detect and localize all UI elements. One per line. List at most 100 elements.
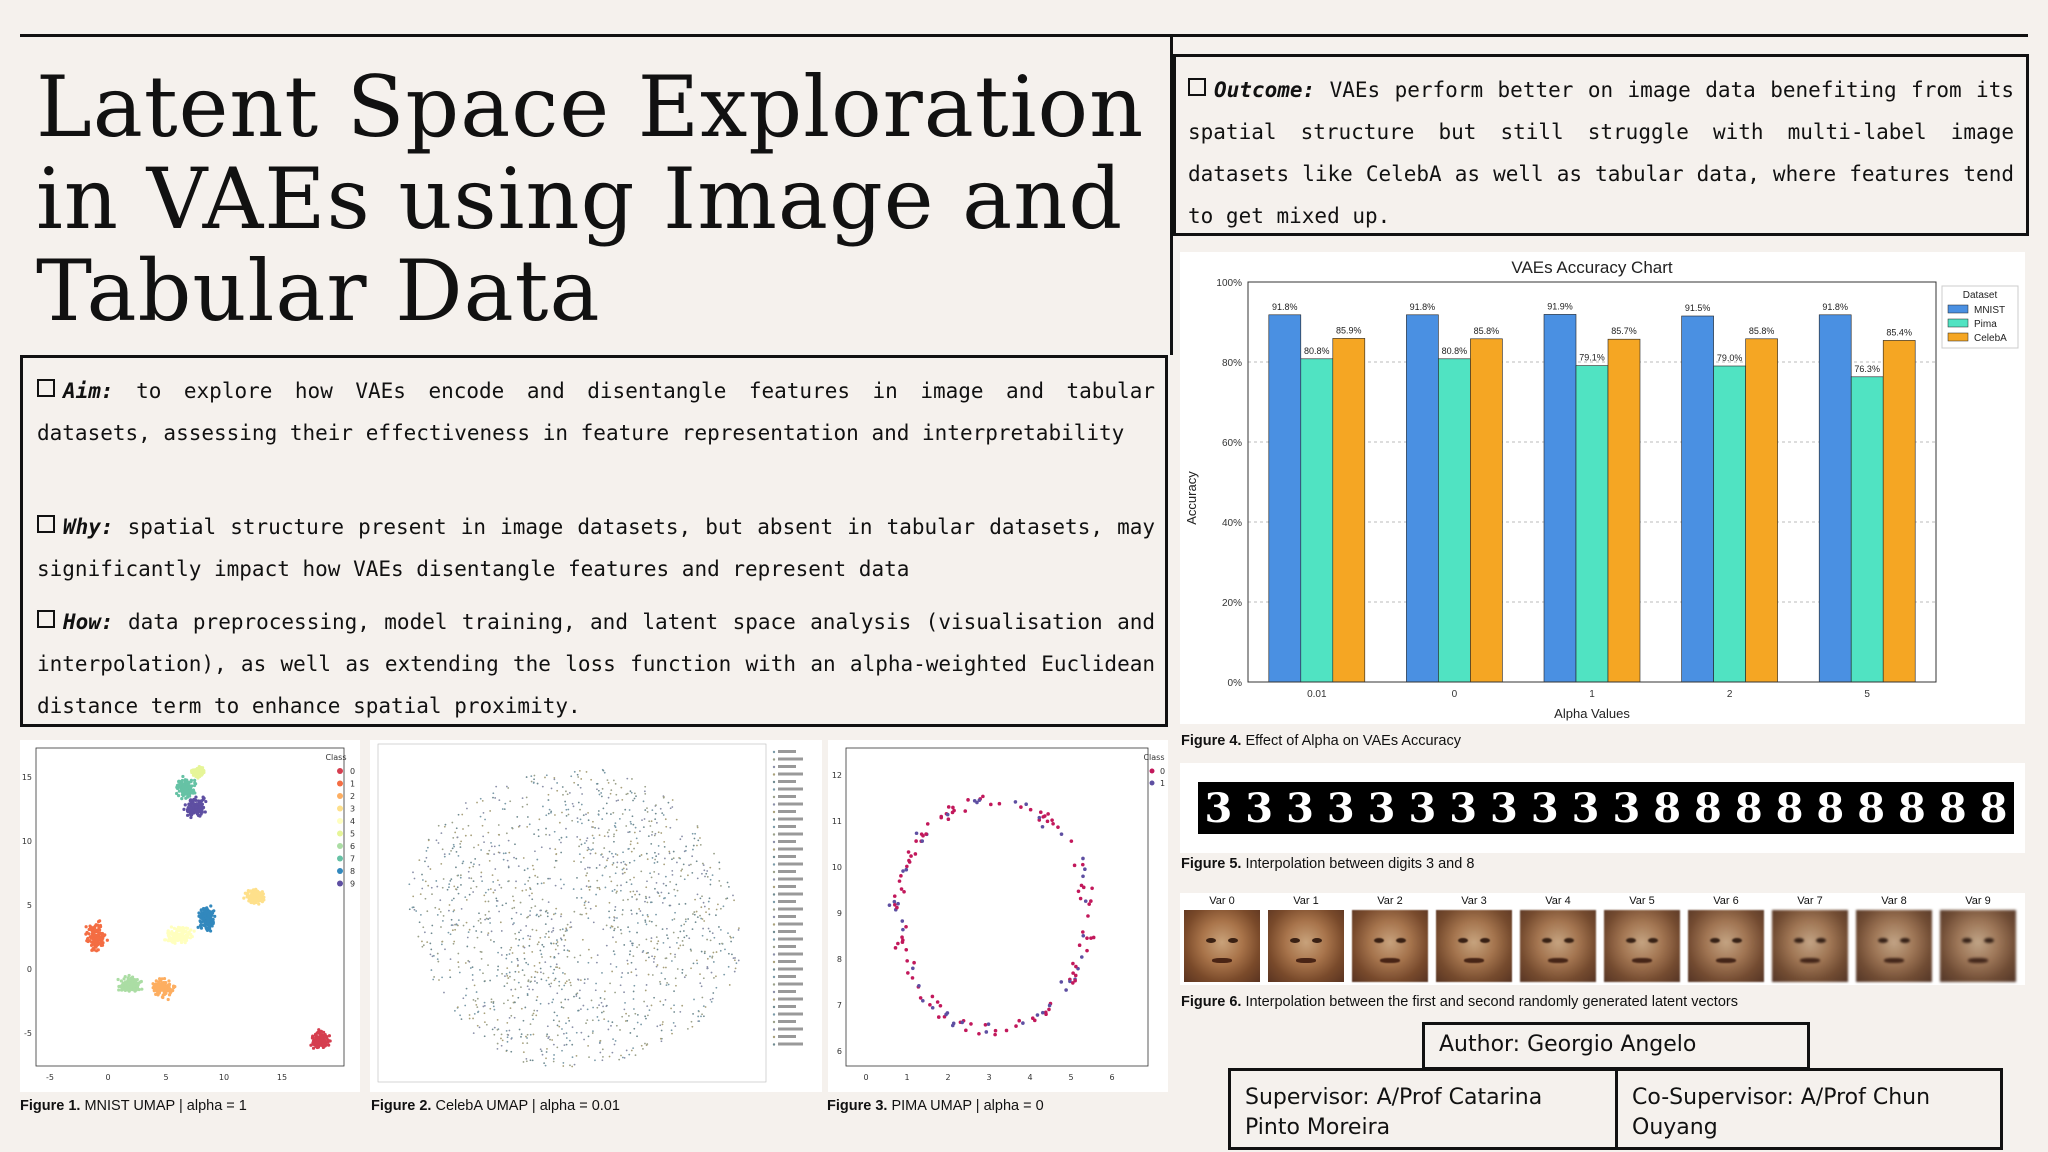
scatter-point <box>665 927 668 930</box>
point-class-4 <box>166 929 170 933</box>
scatter-point <box>493 1008 496 1011</box>
legend-label <box>778 817 803 821</box>
point-class-8 <box>207 925 212 930</box>
scatter-point <box>664 978 666 980</box>
scatter-point <box>482 1005 485 1008</box>
scatter-point <box>625 1049 628 1052</box>
scatter-point <box>528 988 531 991</box>
scatter-point <box>439 899 442 902</box>
scatter-point <box>521 969 524 971</box>
scatter-point <box>530 775 533 778</box>
scatter-point <box>489 939 492 941</box>
scatter-point <box>690 1020 693 1023</box>
scatter-point <box>421 879 424 881</box>
face-image <box>1856 910 1932 982</box>
point-class-2 <box>152 983 157 987</box>
scatter-point <box>732 957 735 960</box>
point-class-8 <box>210 924 214 928</box>
scatter-point <box>616 854 619 856</box>
scatter-point <box>566 929 568 932</box>
scatter-point <box>566 793 569 796</box>
scatter-point <box>509 948 512 951</box>
legend-marker <box>772 975 776 979</box>
figure-1-caption: Figure 1. MNIST UMAP | alpha = 1 <box>20 1098 247 1114</box>
scatter-point <box>707 927 710 930</box>
scatter-point <box>551 1001 554 1004</box>
face-interpolation-strip: Var 0 Var 1 Var 2 Var 3 Var 4 Var 5 Var 6 Var 7… <box>1180 893 2025 985</box>
scatter-point <box>533 774 536 777</box>
scatter-point <box>539 949 542 952</box>
scatter-point <box>585 912 588 915</box>
scatter-point <box>480 958 483 960</box>
legend-marker <box>337 768 343 774</box>
x-tick-label: 1 <box>904 1073 909 1082</box>
scatter-point <box>633 859 636 862</box>
bar-value-label: 76.3% <box>1854 364 1880 374</box>
scatter-point <box>633 984 636 987</box>
scatter-point <box>560 915 562 918</box>
why-paragraph: Why: spatial structure present in image … <box>37 506 1155 590</box>
scatter-point <box>452 843 455 846</box>
scatter-point <box>511 995 514 997</box>
scatter-point <box>694 832 697 835</box>
scatter-point <box>440 943 443 946</box>
scatter-point <box>566 923 569 926</box>
legend-marker <box>772 1043 776 1046</box>
legend-label <box>778 787 803 791</box>
scatter-point <box>620 786 623 789</box>
bar-pima <box>1713 365 1746 683</box>
scatter-point <box>1087 902 1091 906</box>
scatter-point <box>597 810 600 812</box>
scatter-point <box>679 875 682 878</box>
how-text: data preprocessing, model training, and … <box>37 610 1155 718</box>
scatter-point <box>571 1026 574 1029</box>
scatter-point <box>683 976 686 979</box>
scatter-point <box>928 1002 932 1007</box>
scatter-point <box>627 972 629 974</box>
scatter-point <box>496 1018 499 1021</box>
scatter-point <box>636 890 638 893</box>
scatter-points <box>408 768 740 1068</box>
bar-mnist <box>1818 314 1852 683</box>
figure-6-caption: Figure 6. Interpolation between the firs… <box>1181 994 1738 1010</box>
scatter-point <box>668 946 671 949</box>
scatter-point <box>887 903 892 907</box>
scatter-point <box>655 881 658 884</box>
point-class-3 <box>255 889 260 894</box>
scatter-point <box>524 1006 527 1009</box>
point-class-9 <box>194 795 198 799</box>
scatter-point <box>530 906 533 909</box>
point-class-5 <box>192 772 197 776</box>
scatter-point <box>494 797 497 799</box>
y-tick-label: 0% <box>1228 678 1243 689</box>
legend-label <box>778 840 796 843</box>
scatter-point <box>565 827 567 830</box>
scatter-point <box>598 1041 601 1044</box>
scatter-point <box>685 974 687 977</box>
scatter-point <box>613 833 615 836</box>
point-class-5 <box>198 769 203 773</box>
scatter-point <box>628 953 631 956</box>
scatter-point <box>615 965 618 968</box>
face-variant: Var 0 <box>1183 893 1261 982</box>
scatter-point <box>622 851 624 854</box>
scatter-point <box>489 1007 492 1010</box>
scatter-point <box>472 891 475 893</box>
scatter-point <box>918 996 923 1000</box>
scatter-point <box>1071 961 1075 966</box>
scatter-point <box>640 870 643 873</box>
scatter-point <box>536 1009 539 1012</box>
scatter-point <box>634 1054 637 1057</box>
scatter-point <box>558 1025 561 1028</box>
scatter-point <box>692 1013 694 1015</box>
figure-3-caption: Figure 3. PIMA UMAP | alpha = 0 <box>827 1098 1044 1114</box>
legend-label <box>778 795 796 798</box>
scatter-point <box>517 944 520 947</box>
figure-3-text: PIMA UMAP | alpha = 0 <box>887 1098 1044 1114</box>
point-class-6 <box>135 987 139 991</box>
face-variant-label: Var 5 <box>1629 895 1655 907</box>
scatter-point <box>579 913 582 916</box>
scatter-point <box>488 849 491 852</box>
scatter-point <box>565 1022 567 1025</box>
scatter-point <box>596 879 599 882</box>
